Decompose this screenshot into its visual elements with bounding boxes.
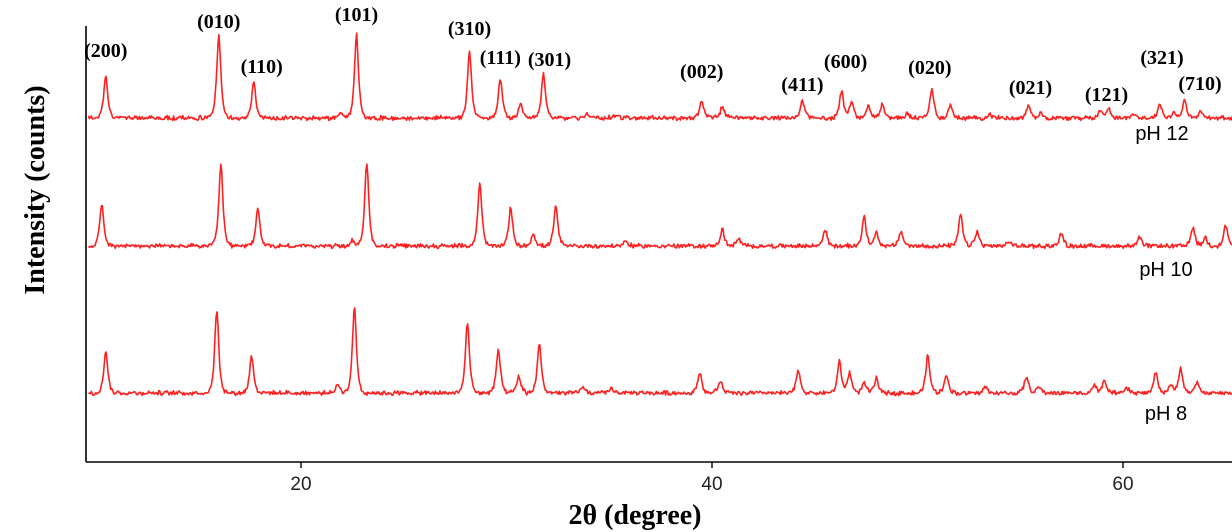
x-ticks: 20 40 60 — [290, 462, 1134, 495]
series-label-ph-12: pH 12 — [1135, 123, 1188, 145]
series-line-ph-12 — [87, 32, 1232, 122]
peak-label: (310) — [448, 18, 491, 40]
series-label-ph-8: pH 8 — [1145, 403, 1187, 425]
y-axis-title: Intensity (counts) — [20, 85, 51, 294]
traces — [87, 32, 1232, 397]
peak-label: (110) — [241, 56, 283, 78]
plot-area: 20 40 60 — [85, 26, 1232, 495]
peak-label: (111) — [480, 47, 521, 69]
peak-label: (600) — [824, 51, 867, 73]
series-label-ph-10: pH 10 — [1139, 259, 1192, 281]
x-axis-title: 2θ (degree) — [568, 500, 701, 531]
x-tick-label-40: 40 — [701, 474, 722, 495]
peak-labels: (200) (010) (110) (101) (310) (111) (301) (002)… — [84, 4, 1222, 106]
peak-label: (411) — [781, 74, 823, 96]
peak-label: (200) — [84, 40, 127, 62]
series-line-ph-8 — [88, 307, 1232, 397]
peak-label: (301) — [528, 49, 571, 71]
peak-label: (710) — [1178, 73, 1221, 95]
peak-label: (101) — [335, 4, 378, 26]
series-line-ph-10 — [87, 163, 1232, 250]
x-tick-label-60: 60 — [1112, 474, 1133, 495]
x-tick-label-20: 20 — [290, 474, 311, 495]
series-labels: pH 12 pH 10 pH 8 — [1135, 123, 1192, 425]
peak-label: (121) — [1085, 84, 1128, 106]
peak-label: (021) — [1009, 77, 1052, 99]
peak-label: (321) — [1140, 47, 1183, 69]
peak-label: (020) — [908, 57, 951, 79]
peak-label: (010) — [197, 11, 240, 33]
peak-label: (002) — [680, 61, 723, 83]
